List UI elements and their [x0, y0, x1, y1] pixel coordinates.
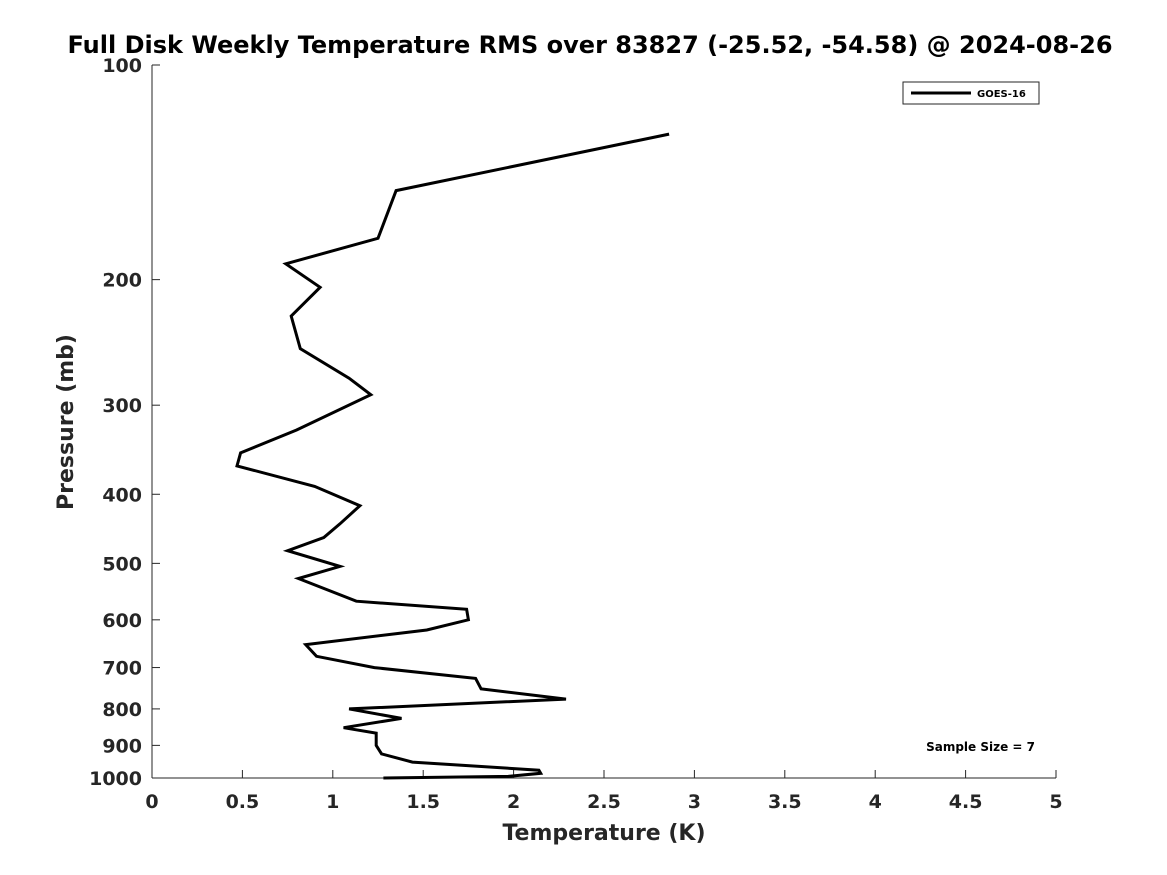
y-tick-label: 200: [102, 270, 142, 292]
x-tick-label: 1.5: [406, 791, 440, 813]
series-layer: [235, 132, 670, 780]
y-tick-label: 300: [102, 395, 142, 417]
chart-title: Full Disk Weekly Temperature RMS over 83…: [67, 31, 1112, 59]
x-tick-label: 3: [688, 791, 701, 813]
x-tick-label: 2: [507, 791, 520, 813]
y-tick-label: 800: [102, 699, 142, 721]
y-tick-label: 400: [102, 484, 142, 506]
y-axis-label: Pressure (mb): [54, 334, 79, 510]
x-tick-label: 0: [145, 791, 158, 813]
sample-size-annotation: Sample Size = 7: [926, 740, 1035, 754]
y-tick-label: 900: [102, 735, 142, 757]
x-tick-label: 1: [326, 791, 339, 813]
x-tick-label: 2.5: [587, 791, 621, 813]
legend: GOES-16: [902, 81, 1040, 105]
y-tick-label: 600: [102, 610, 142, 632]
x-tick-label: 3.5: [768, 791, 802, 813]
y-tick-label: 100: [102, 55, 142, 77]
y-tick-label: 1000: [89, 768, 142, 790]
x-tick-label: 0.5: [226, 791, 260, 813]
legend-label-goes-16: GOES-16: [977, 89, 1026, 100]
x-axis-label: Temperature (K): [502, 821, 705, 846]
y-tick-label: 700: [102, 658, 142, 680]
x-axis-ticks: 0 0.5 1 1.5 2 2.5 3 3.5 4 4.5 5: [145, 770, 1063, 813]
x-tick-label: 4.5: [949, 791, 983, 813]
x-tick-label: 5: [1049, 791, 1062, 813]
y-tick-label: 500: [102, 553, 142, 575]
plot-area: [152, 65, 1056, 778]
series-line-goes-16: [235, 132, 670, 780]
y-axis-ticks: 100 200 300 400 500 600 700 800 900 1000: [89, 55, 160, 790]
x-tick-label: 4: [869, 791, 882, 813]
